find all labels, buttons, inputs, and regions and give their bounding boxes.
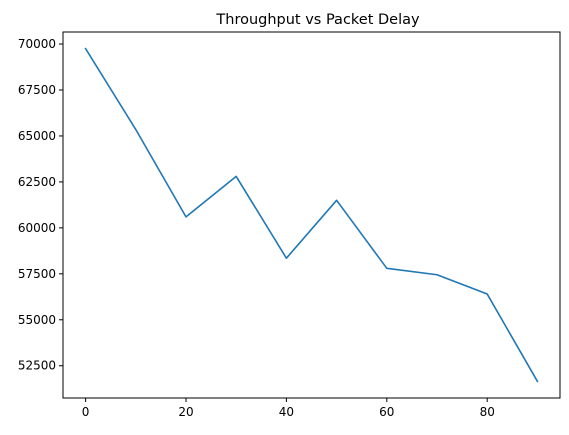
chart-title: Throughput vs Packet Delay <box>215 12 420 28</box>
x-tick-label: 80 <box>480 405 495 419</box>
x-tick-label: 20 <box>178 405 193 419</box>
y-tick-label: 70000 <box>18 37 56 51</box>
x-tick-label: 0 <box>82 405 90 419</box>
x-tick-label: 60 <box>379 405 394 419</box>
y-tick-label: 62500 <box>18 175 56 189</box>
plot-area: 0 20 40 60 80 52500 55000 57500 60000 62500 65000 6… <box>18 31 561 419</box>
y-tick-label: 55000 <box>18 313 56 327</box>
x-tick-label: 40 <box>279 405 294 419</box>
y-tick-label: 57500 <box>18 267 56 281</box>
y-tick-label: 65000 <box>18 129 56 143</box>
y-tick-label: 60000 <box>18 221 56 235</box>
y-tick-label: 52500 <box>18 359 56 373</box>
axes-frame <box>62 31 561 399</box>
y-tick-label: 67500 <box>18 83 56 97</box>
series-line-0 <box>84 47 539 383</box>
